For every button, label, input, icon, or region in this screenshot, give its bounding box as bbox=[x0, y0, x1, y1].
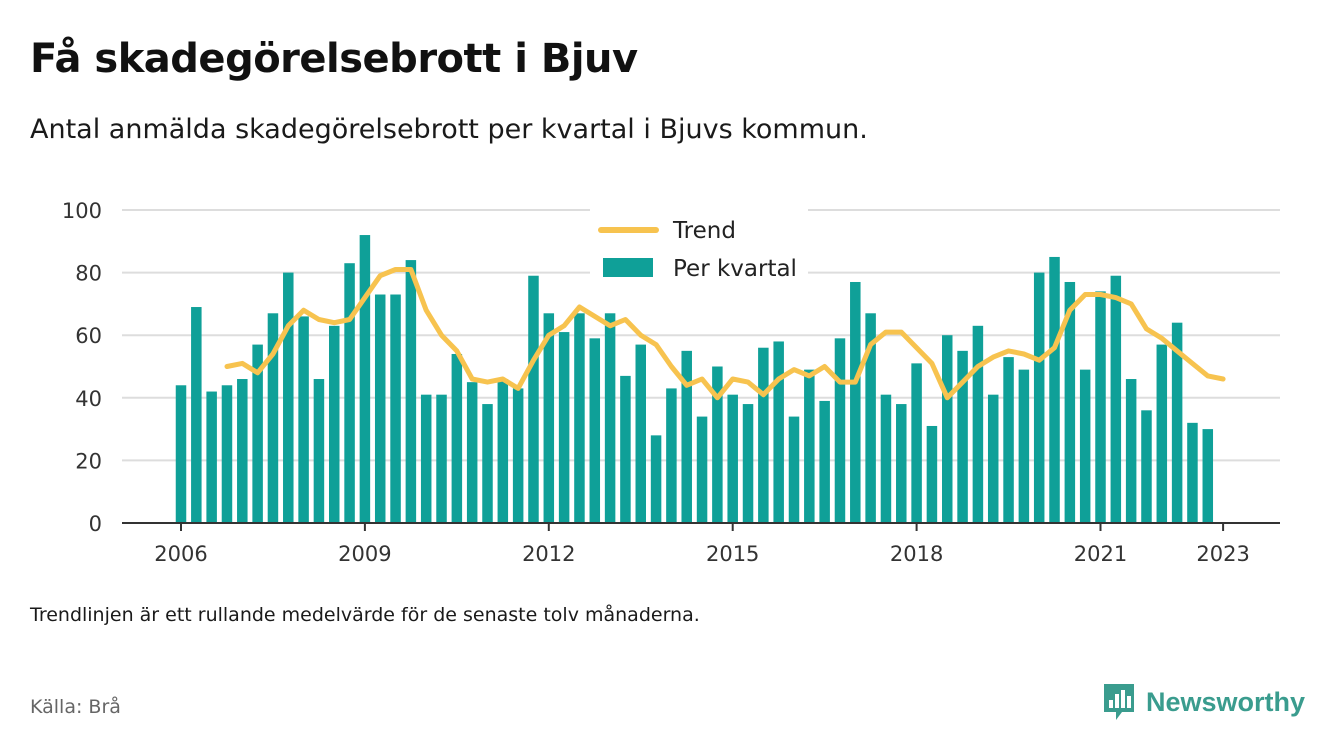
brand-name: Newsworthy bbox=[1146, 686, 1306, 717]
bar bbox=[819, 400, 830, 523]
brand-logo[interactable]: Newsworthy bbox=[1102, 682, 1305, 722]
x-tick-label: 2021 bbox=[1074, 542, 1127, 566]
bar bbox=[926, 425, 938, 523]
bar bbox=[405, 260, 417, 523]
bar bbox=[1202, 429, 1214, 523]
bar bbox=[420, 394, 432, 523]
bar bbox=[1125, 379, 1137, 523]
y-tick-label: 80 bbox=[75, 262, 102, 286]
bar bbox=[850, 281, 861, 523]
bar bbox=[834, 338, 846, 523]
bar bbox=[727, 394, 738, 523]
y-axis-tick-labels: 0 20 40 60 80 100 bbox=[62, 199, 102, 536]
x-tick-label: 2006 bbox=[154, 542, 207, 566]
newsworthy-logo-icon bbox=[1104, 684, 1134, 720]
bar bbox=[635, 344, 646, 523]
bar bbox=[344, 263, 355, 523]
bar bbox=[942, 335, 953, 523]
bar bbox=[451, 353, 463, 523]
x-tick-label: 2023 bbox=[1196, 542, 1249, 566]
bar bbox=[237, 379, 248, 523]
bar bbox=[574, 313, 585, 523]
bar bbox=[604, 313, 616, 523]
bar bbox=[1079, 369, 1091, 523]
bar bbox=[620, 375, 631, 523]
bar bbox=[1110, 275, 1122, 523]
bar bbox=[329, 325, 340, 523]
bar bbox=[1171, 322, 1183, 523]
bar bbox=[512, 388, 524, 523]
bar bbox=[1003, 357, 1014, 523]
bar bbox=[987, 394, 999, 523]
bar bbox=[252, 344, 263, 523]
x-tick-label: 2015 bbox=[706, 542, 759, 566]
chart-title: Få skadegörelsebrott i Bjuv bbox=[30, 36, 638, 82]
bar bbox=[666, 388, 677, 523]
bar bbox=[466, 382, 478, 523]
x-tick-label: 2012 bbox=[522, 542, 575, 566]
bar bbox=[1141, 410, 1152, 523]
bar bbox=[313, 379, 325, 523]
bar bbox=[359, 235, 371, 524]
y-tick-label: 20 bbox=[75, 449, 102, 473]
bar bbox=[773, 341, 784, 523]
bar bbox=[1064, 281, 1076, 523]
bar bbox=[543, 313, 555, 523]
chart-footnote: Trendlinjen är ett rullande medelvärde f… bbox=[30, 604, 700, 626]
bar bbox=[221, 385, 233, 523]
bar bbox=[206, 391, 217, 523]
bar bbox=[650, 435, 662, 523]
bar bbox=[283, 272, 294, 523]
source-credit: Källa: Brå bbox=[30, 696, 121, 718]
chart-plot: 0 20 40 60 80 100 2006 2009 2012 2015 2018 2021 202… bbox=[62, 199, 1280, 566]
y-tick-label: 100 bbox=[62, 199, 102, 223]
bar bbox=[298, 316, 309, 523]
bar bbox=[497, 379, 509, 523]
bar bbox=[390, 294, 401, 523]
bar bbox=[1156, 344, 1168, 523]
bar bbox=[957, 350, 968, 523]
y-tick-label: 0 bbox=[89, 512, 102, 536]
bar bbox=[267, 313, 279, 523]
x-axis bbox=[122, 522, 1280, 531]
bar bbox=[1187, 422, 1198, 523]
x-axis-tick-labels: 2006 2009 2012 2015 2018 2021 2023 bbox=[154, 542, 1250, 566]
chart-subtitle: Antal anmälda skadegörelsebrott per kvar… bbox=[30, 114, 868, 145]
trend-line bbox=[224, 267, 1226, 401]
bar-series-per-kvartal bbox=[175, 235, 1214, 524]
bar bbox=[742, 404, 754, 523]
bar bbox=[1033, 272, 1045, 523]
bar bbox=[865, 313, 876, 523]
bar bbox=[436, 394, 447, 523]
bar bbox=[788, 416, 800, 523]
legend: Trend Per kvartal bbox=[598, 218, 797, 282]
x-tick-label: 2009 bbox=[338, 542, 391, 566]
bar bbox=[175, 385, 187, 523]
bar bbox=[374, 294, 386, 523]
bar bbox=[896, 404, 907, 523]
bar bbox=[1095, 291, 1106, 523]
bar bbox=[758, 347, 769, 523]
bar bbox=[911, 363, 922, 523]
bar bbox=[804, 369, 815, 523]
trend-series bbox=[224, 267, 1226, 401]
bar bbox=[191, 307, 202, 523]
bar bbox=[1049, 256, 1060, 523]
bar bbox=[482, 404, 493, 523]
bar bbox=[558, 332, 570, 523]
bar bbox=[712, 366, 723, 523]
y-tick-label: 40 bbox=[75, 387, 102, 411]
bar bbox=[880, 394, 892, 523]
bar bbox=[696, 416, 708, 523]
legend-per-kvartal-swatch bbox=[603, 258, 653, 277]
bar bbox=[1018, 369, 1030, 523]
bar bbox=[681, 350, 692, 523]
bar bbox=[528, 275, 539, 523]
x-tick-label: 2018 bbox=[890, 542, 943, 566]
y-tick-label: 60 bbox=[75, 324, 102, 348]
legend-trend-label: Trend bbox=[672, 218, 736, 244]
bar bbox=[589, 338, 601, 523]
legend-per-kvartal-label: Per kvartal bbox=[673, 256, 797, 282]
bar bbox=[972, 325, 984, 523]
